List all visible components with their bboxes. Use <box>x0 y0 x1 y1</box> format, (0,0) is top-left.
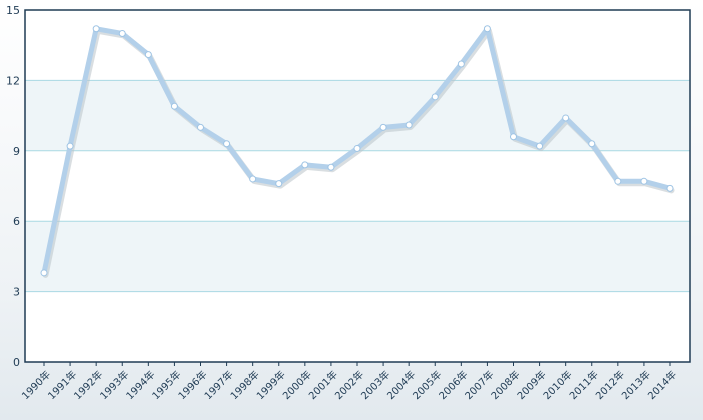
y-axis-ticks: 0 3 6 9 12 15 <box>6 4 20 369</box>
data-point <box>275 180 283 188</box>
data-point <box>483 25 491 33</box>
data-point <box>92 25 100 33</box>
data-point <box>327 163 335 171</box>
y-tick-label: 3 <box>13 286 20 299</box>
data-point <box>223 140 231 148</box>
plot-bands <box>25 10 690 362</box>
data-point <box>66 142 74 150</box>
plot-frame <box>24 9 691 363</box>
y-tick-label: 15 <box>6 4 20 17</box>
data-point <box>197 123 204 131</box>
data-point <box>431 93 439 101</box>
x-axis-ticks: 1990年1991年1992年1993年1994年1995年1996年1997年… <box>19 362 679 402</box>
data-point <box>379 123 387 131</box>
plot-band <box>25 80 690 151</box>
y-tick-label: 9 <box>13 145 20 158</box>
y-tick-label: 0 <box>13 356 20 369</box>
data-point <box>144 51 152 59</box>
data-point <box>457 60 465 68</box>
y-tick-label: 12 <box>6 74 20 87</box>
data-point <box>301 161 309 169</box>
series-group <box>40 25 675 278</box>
data-point <box>666 184 674 192</box>
data-point <box>118 29 126 37</box>
data-point <box>249 175 257 183</box>
plot-background <box>25 10 690 362</box>
data-point <box>170 102 178 110</box>
data-point <box>510 133 517 141</box>
data-point <box>640 177 648 185</box>
data-point <box>536 142 544 150</box>
data-point <box>614 177 622 185</box>
y-tick-label: 6 <box>13 215 20 228</box>
data-point <box>562 114 570 122</box>
data-point <box>405 121 413 129</box>
data-point <box>40 269 48 277</box>
plot-band <box>25 221 690 292</box>
x-tick-label: 2014年 <box>645 368 679 402</box>
data-point <box>588 140 596 148</box>
data-point <box>353 144 361 152</box>
